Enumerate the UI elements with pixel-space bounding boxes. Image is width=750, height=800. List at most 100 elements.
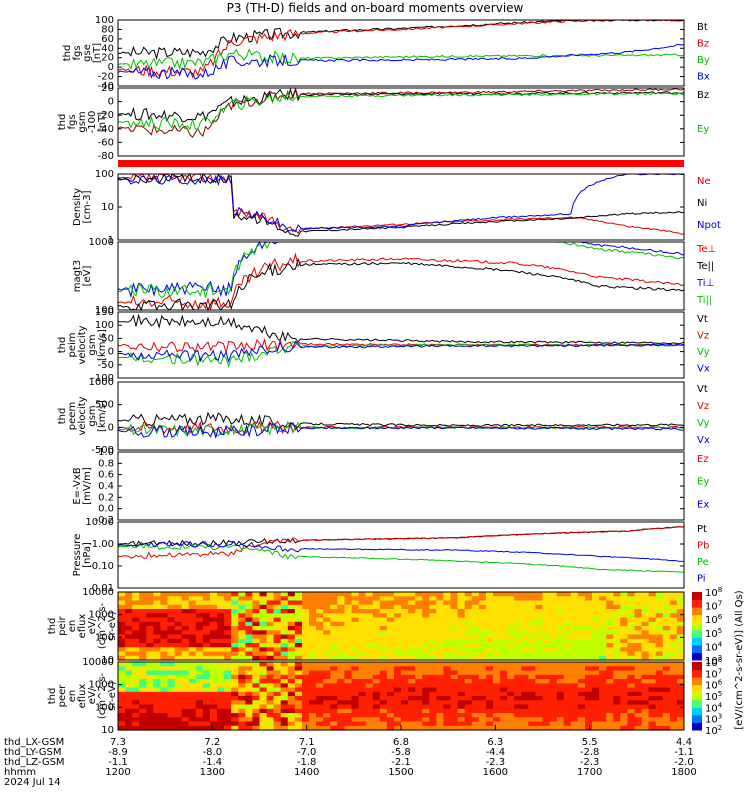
heatmap-cell — [457, 592, 466, 597]
y-tick-label: 0.4 — [98, 481, 114, 492]
heatmap-cell — [132, 613, 140, 619]
y-axis-label: sr-eV) — [107, 611, 118, 640]
heatmap-cell — [535, 609, 543, 614]
heatmap-cell — [302, 643, 310, 648]
heatmap-cell — [287, 600, 296, 606]
heatmap-cell — [280, 621, 289, 627]
heatmap-cell — [125, 604, 133, 610]
heatmap-cell — [443, 655, 451, 661]
heatmap-cell — [330, 704, 338, 710]
heatmap-cell — [443, 683, 451, 689]
heatmap-cell — [485, 604, 494, 610]
heatmap-cell — [549, 617, 558, 623]
heatmap-cell — [167, 683, 176, 689]
y-tick-label: 100 — [95, 320, 114, 331]
heatmap-cell — [224, 604, 232, 610]
heatmap-cell — [231, 713, 239, 718]
heatmap-cell — [535, 708, 543, 714]
heatmap-cell — [372, 647, 381, 653]
heatmap-cell — [181, 708, 190, 714]
heatmap-cell — [577, 704, 586, 710]
heatmap-cell — [478, 721, 487, 727]
status-band — [118, 160, 684, 167]
heatmap-cell — [302, 708, 310, 714]
heatmap-cell — [393, 687, 402, 693]
heatmap-cell — [118, 725, 126, 731]
heatmap-cell — [153, 592, 161, 597]
heatmap-cell — [436, 617, 444, 623]
heatmap-cell — [507, 691, 515, 697]
heatmap-cell — [592, 626, 600, 631]
heatmap-cell — [280, 700, 289, 706]
series-Bx — [117, 43, 685, 80]
heatmap-cell — [613, 674, 621, 680]
heatmap-cell — [641, 721, 650, 727]
heatmap-cell — [365, 687, 374, 693]
heatmap-cell — [224, 691, 232, 697]
heatmap-cell — [238, 613, 246, 619]
heatmap-cell — [195, 613, 204, 619]
heatmap-cell — [514, 674, 522, 680]
heatmap-cell — [259, 700, 268, 706]
heatmap-cell — [450, 679, 459, 684]
heatmap-cell — [294, 704, 303, 710]
heatmap-cell — [478, 617, 487, 623]
heatmap-cell — [125, 717, 133, 723]
heatmap-cell — [202, 717, 211, 723]
heatmap-cell — [507, 613, 515, 619]
heatmap-cell — [351, 691, 360, 697]
heatmap-cell — [139, 717, 147, 723]
heatmap-cell — [613, 604, 621, 610]
heatmap-cell — [238, 621, 246, 627]
heatmap-cell — [273, 655, 282, 661]
heatmap-cell — [471, 691, 480, 697]
heatmap-cell — [592, 666, 600, 672]
heatmap-cell — [634, 655, 643, 661]
heatmap-cell — [528, 670, 536, 676]
heatmap-cell — [436, 662, 444, 667]
heatmap-cell — [669, 643, 678, 648]
heatmap-cell — [500, 655, 508, 661]
heatmap-cell — [457, 704, 466, 710]
heatmap-cell — [365, 634, 374, 640]
heatmap-cell — [316, 687, 324, 693]
heatmap-cell — [365, 725, 374, 731]
y-tick-label: 1000 — [89, 237, 114, 248]
heatmap-cell — [415, 708, 423, 714]
heatmap-cell — [676, 708, 685, 714]
heatmap-cell — [167, 592, 176, 597]
heatmap-cell — [202, 621, 211, 627]
heatmap-cell — [592, 725, 600, 731]
heatmap-cell — [401, 651, 409, 657]
heatmap-cell — [535, 725, 543, 731]
heatmap-cell — [408, 651, 416, 657]
heatmap-cell — [386, 679, 395, 684]
y-tick-label: -100 — [91, 373, 114, 384]
heatmap-cell — [266, 687, 275, 693]
heatmap-cell — [351, 679, 360, 684]
heatmap-cell — [245, 647, 253, 653]
heatmap-cell — [344, 651, 352, 657]
heatmap-cell — [535, 713, 543, 718]
heatmap-cell — [493, 655, 501, 661]
heatmap-cell — [372, 655, 381, 661]
heatmap-cell — [549, 647, 558, 653]
heatmap-cell — [563, 674, 572, 680]
heatmap-cell — [570, 708, 579, 714]
heatmap-cell — [450, 617, 459, 623]
y-axis-label: [nT] — [92, 43, 103, 63]
heatmap-cell — [606, 613, 614, 619]
heatmap-cell — [160, 704, 168, 710]
heatmap-cell — [401, 700, 409, 706]
heatmap-cell — [238, 647, 246, 653]
heatmap-cell — [287, 666, 296, 672]
heatmap-cell — [528, 647, 536, 653]
heatmap-cell — [238, 638, 246, 644]
heatmap-cell — [125, 683, 133, 689]
heatmap-cell — [188, 638, 197, 644]
heatmap-cell — [210, 655, 218, 661]
heatmap-cell — [641, 717, 650, 723]
heatmap-cell — [365, 691, 374, 697]
y-tick-label: 10.00 — [85, 517, 114, 528]
heatmap-cell — [493, 651, 501, 657]
